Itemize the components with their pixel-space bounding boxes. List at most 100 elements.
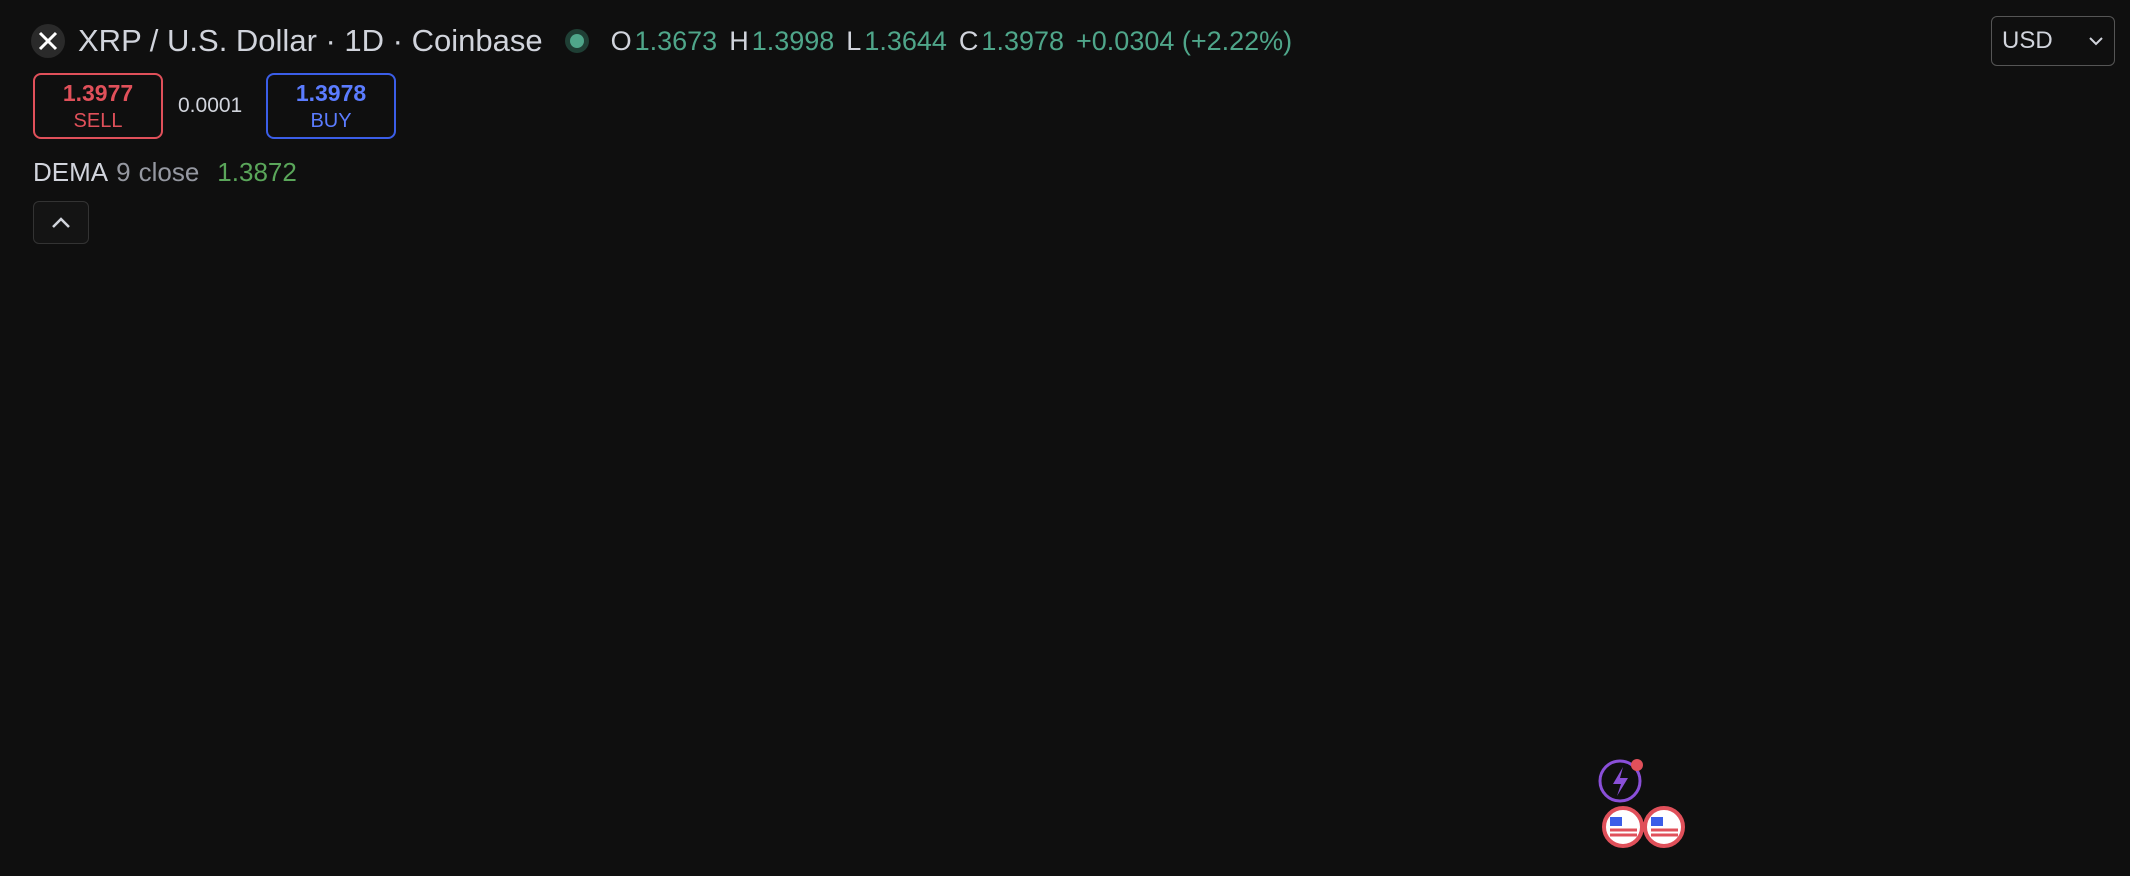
candle-body bbox=[140, 250, 148, 289]
candle-body bbox=[947, 635, 954, 663]
candle-body bbox=[1133, 646, 1141, 652]
buy-button[interactable]: 1.3978 BUY bbox=[266, 73, 396, 139]
candle-body bbox=[109, 261, 117, 305]
candle-body bbox=[1050, 635, 1058, 658]
candle-body bbox=[916, 641, 923, 647]
candle-body bbox=[761, 571, 768, 593]
candle-body bbox=[1495, 608, 1503, 631]
candle-body bbox=[1309, 667, 1316, 679]
candle-body bbox=[213, 272, 220, 289]
last-price-label: 1.3978 bbox=[2014, 621, 2084, 647]
candle-body bbox=[1423, 662, 1430, 668]
candle-body bbox=[1195, 619, 1203, 626]
candle-body bbox=[668, 379, 675, 406]
indicator-length: 9 bbox=[116, 157, 131, 187]
candle-body bbox=[875, 598, 882, 609]
candle-body bbox=[1392, 651, 1399, 663]
candle-body bbox=[782, 625, 789, 743]
candle-body bbox=[1557, 619, 1565, 626]
candle-body bbox=[1516, 625, 1523, 627]
candle-body bbox=[1164, 571, 1172, 604]
ohlc-label: H bbox=[729, 25, 749, 56]
candle-body bbox=[554, 250, 561, 273]
candle-body bbox=[1350, 678, 1358, 684]
symbol-title[interactable]: XRP / U.S. Dollar · 1D · Coinbase bbox=[78, 23, 543, 58]
candle-body bbox=[285, 389, 293, 422]
ohlc-item: O 1.3673 bbox=[611, 26, 718, 57]
event-icons[interactable] bbox=[1590, 755, 1690, 855]
candle-body bbox=[564, 272, 572, 283]
collapse-button[interactable] bbox=[33, 201, 89, 244]
indicator-name: DEMA bbox=[33, 157, 109, 187]
candle-body bbox=[647, 373, 655, 385]
candle-body bbox=[1102, 651, 1110, 658]
candle-body bbox=[771, 592, 779, 743]
candle-body bbox=[1237, 641, 1244, 652]
candle-body bbox=[233, 298, 241, 331]
candle-body bbox=[502, 250, 510, 262]
collapse-icon bbox=[52, 217, 70, 228]
currency-select[interactable]: USD bbox=[1991, 16, 2115, 66]
candle-body bbox=[275, 395, 282, 422]
candle-body bbox=[895, 625, 903, 636]
candle-body bbox=[606, 341, 613, 385]
candle-body bbox=[120, 218, 127, 262]
candle-body bbox=[1609, 651, 1616, 658]
candle-body bbox=[792, 625, 799, 636]
candle-body bbox=[1175, 571, 1182, 609]
ohlc-item: C 1.3978 bbox=[959, 26, 1064, 57]
y-tick-label: 1.8000 bbox=[2002, 407, 2072, 433]
dropdown-arrow bbox=[2089, 37, 2103, 46]
candle-body bbox=[926, 641, 934, 652]
candle-body bbox=[937, 635, 944, 652]
lower-pane-tick-label: 80.00 bbox=[2002, 853, 2060, 876]
candle-body bbox=[254, 352, 262, 380]
ohlc-label: C bbox=[958, 25, 979, 56]
y-tick-label: 1.4000 bbox=[2002, 621, 2072, 647]
ohlc-label: O bbox=[610, 25, 632, 56]
candle-body bbox=[1185, 608, 1192, 620]
candle-body bbox=[1619, 636, 1627, 654]
candle-body bbox=[854, 592, 861, 647]
candle-body bbox=[720, 475, 727, 519]
candle-body bbox=[1475, 603, 1482, 642]
candle-body bbox=[1402, 662, 1410, 668]
candle-body bbox=[378, 389, 386, 401]
candle-body bbox=[420, 341, 427, 385]
candle-body bbox=[151, 261, 158, 289]
candle-body bbox=[244, 330, 251, 353]
ohlc-item: L 1.3644 bbox=[846, 26, 947, 57]
candle-body bbox=[1588, 635, 1596, 647]
candle-body bbox=[1361, 678, 1368, 684]
candle-body bbox=[544, 234, 551, 251]
spread: 0.0001 bbox=[178, 94, 243, 117]
candle-body bbox=[1092, 657, 1099, 663]
candle-body bbox=[575, 282, 582, 289]
candle-body bbox=[1599, 646, 1606, 652]
candle-body bbox=[823, 630, 830, 647]
candle-body bbox=[358, 395, 365, 406]
candle-body bbox=[885, 608, 892, 626]
candle-body bbox=[657, 379, 665, 385]
candle-body bbox=[1206, 625, 1213, 636]
candle-body bbox=[1464, 641, 1472, 652]
candle-body bbox=[595, 325, 603, 342]
candle-body bbox=[616, 368, 624, 385]
candle-body bbox=[833, 646, 841, 658]
sell-button[interactable]: 1.3977 SELL bbox=[33, 73, 163, 139]
indicator-price-box bbox=[1983, 682, 2093, 715]
candle-body bbox=[1433, 657, 1441, 668]
candle-body bbox=[1019, 657, 1027, 663]
candle-body bbox=[1278, 673, 1285, 679]
candle-body bbox=[1371, 673, 1378, 679]
candle-body bbox=[296, 368, 303, 390]
candle-body bbox=[999, 635, 1006, 663]
candle-body bbox=[637, 373, 644, 380]
candle-body bbox=[130, 218, 137, 251]
candle-body bbox=[430, 304, 437, 342]
countdown-label: 10:02:04 bbox=[2004, 649, 2094, 675]
indicator-legend[interactable]: DEMA 9 close 1.3872 bbox=[33, 157, 297, 188]
indicator-value: 1.3872 bbox=[217, 157, 297, 187]
candle-body bbox=[337, 384, 344, 396]
